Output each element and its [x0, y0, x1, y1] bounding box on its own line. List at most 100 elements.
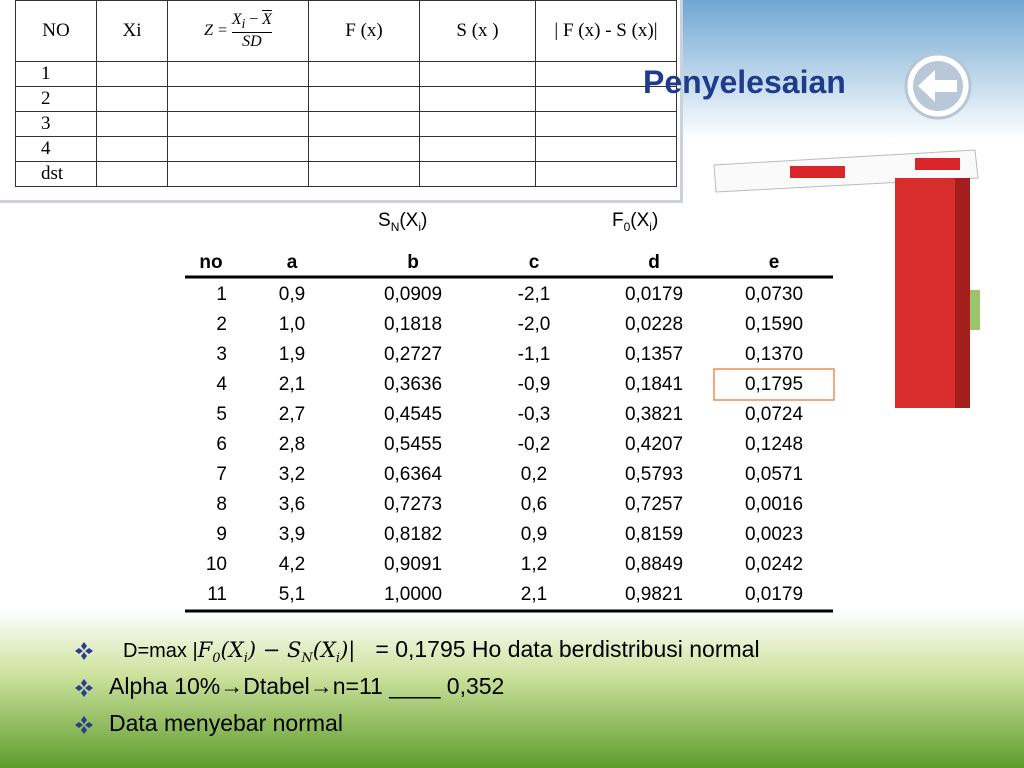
cell [535, 61, 677, 87]
cell: 2 [15, 86, 97, 112]
cell: 0,8159 [624, 524, 684, 545]
cell: 0,2727 [383, 344, 443, 365]
formula-part: )| [340, 638, 356, 662]
cell [308, 86, 420, 112]
cell [167, 86, 309, 112]
cell [535, 136, 677, 162]
cell: -0,2 [517, 434, 551, 455]
formula-part: N [301, 651, 313, 667]
cell [96, 61, 168, 87]
cell: 9 [216, 524, 227, 545]
cell: 2,1 [520, 584, 548, 605]
cell: 2,7 [278, 404, 306, 425]
cell: 0,7273 [383, 494, 443, 515]
formula-lead: D=max | [123, 640, 198, 662]
formula-part: X [262, 10, 272, 28]
header-text: | F (x) - S (x)| [554, 20, 658, 41]
cell: 0,1590 [744, 314, 804, 335]
cell: 0,9 [520, 524, 548, 545]
cell: 10 [205, 554, 227, 575]
cell: 1,2 [520, 554, 548, 575]
cell: 0,8849 [624, 554, 684, 575]
formula-part: F [197, 638, 213, 662]
cell [535, 161, 677, 187]
cell: 4,2 [278, 554, 306, 575]
label-part: (X [630, 210, 650, 231]
bullet-rest: = 0,1795 Ho data berdistribusi normal [375, 636, 760, 662]
cell: 0,2 [520, 464, 548, 485]
cell: 0,0242 [744, 554, 804, 575]
cell: -0,3 [517, 404, 551, 425]
formula-part: i [243, 651, 248, 667]
data-table: no a b c d e 1 0,9 0,0909 -2,1 0,0179 0,0730 2 1,0 0,1… [0, 0, 803, 605]
cell: 0,0571 [744, 464, 804, 485]
formula-part: (X [312, 638, 336, 662]
column-header: b [407, 252, 419, 273]
barrier-gate [713, 149, 979, 408]
cell: 4 [15, 136, 97, 162]
cell: 0,0724 [744, 404, 804, 425]
cell [167, 61, 309, 87]
cell: 4 [216, 374, 227, 395]
cell [96, 111, 168, 137]
cell: 1 [15, 61, 97, 87]
cell [308, 61, 420, 87]
label-part: F [612, 210, 624, 231]
cell [419, 86, 536, 112]
header-text: Xi [122, 20, 142, 41]
cell [308, 136, 420, 162]
cell [308, 161, 420, 187]
bullet-marker [75, 679, 93, 697]
cell: 0,8182 [383, 524, 443, 545]
cell: -2,0 [517, 314, 551, 335]
cell: 0,0909 [383, 284, 443, 305]
column-header: d [648, 252, 660, 273]
label-part: 0 [623, 219, 631, 234]
cell: 3 [15, 111, 97, 137]
bullet-marker [75, 642, 93, 660]
back-button[interactable] [904, 52, 972, 120]
cell: 0,1370 [744, 344, 804, 365]
cell: 1,0000 [383, 584, 443, 605]
cell [308, 111, 420, 137]
cell: 0,1818 [383, 314, 443, 335]
cell [167, 136, 309, 162]
cell: 2,8 [278, 434, 306, 455]
cell: 0,0016 [744, 494, 804, 515]
cell: 0,4545 [383, 404, 443, 425]
column-header: a [286, 252, 298, 273]
cell: 0,9091 [383, 554, 443, 575]
label-part: (X [399, 210, 419, 231]
cell [167, 161, 309, 187]
cell [535, 111, 677, 137]
bullet-text: D=max |F0(Xi) − SN(Xi)| = 0,1795 Ho data … [123, 636, 760, 666]
cell: 0,5455 [383, 434, 443, 455]
cell: 0,9821 [624, 584, 684, 605]
denominator: SD [242, 33, 262, 51]
cell: 3,2 [278, 464, 306, 485]
header-cell: NO [15, 0, 97, 62]
cell: 0,9 [278, 284, 306, 305]
cell: 7 [216, 464, 227, 485]
formula-part: X [231, 10, 242, 28]
cell: 0,0179 [624, 284, 684, 305]
cell: 0,0023 [744, 524, 804, 545]
label-part: ) [421, 210, 428, 231]
label-part: i [418, 219, 422, 234]
cell: 0,4207 [624, 434, 684, 455]
cell: 2 [216, 314, 227, 335]
cell [419, 111, 536, 137]
cell [96, 86, 168, 112]
cell: 0,1795 [744, 374, 804, 395]
cell [419, 61, 536, 87]
cell: 3 [216, 344, 227, 365]
cell [167, 111, 309, 137]
formula-part: (X [220, 638, 244, 662]
cell: 0,3636 [383, 374, 443, 395]
header-cell: Z = Xi − X SD [167, 0, 309, 62]
cell: -1,1 [517, 344, 551, 365]
header-text: F (x) [345, 20, 383, 41]
bullet-text: Alpha 10%→Dtabel→n=11 ____ 0,352 [109, 673, 505, 699]
cell [419, 161, 536, 187]
